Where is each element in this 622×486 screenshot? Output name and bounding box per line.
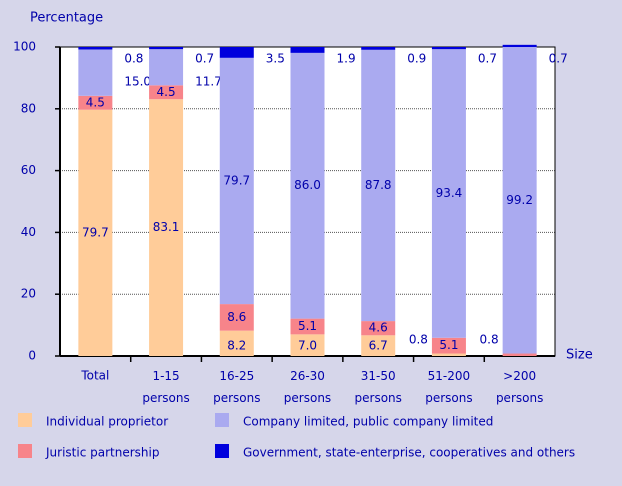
y-tick-label: 100 — [13, 40, 36, 54]
legend-swatch — [18, 444, 32, 458]
value-label: 79.7 — [223, 173, 250, 187]
bar-segment — [361, 47, 396, 50]
bar-segment — [502, 44, 537, 47]
value-label: 8.2 — [227, 339, 246, 353]
bar-segment — [78, 47, 113, 50]
value-label: 4.6 — [369, 321, 388, 335]
legend-label: Juristic partnership — [45, 446, 159, 460]
value-label: 1.9 — [337, 52, 356, 66]
value-label: 6.7 — [369, 339, 388, 353]
legend-swatch — [215, 444, 229, 458]
y-axis-label: Percentage — [30, 11, 103, 26]
value-label: 4.5 — [157, 85, 176, 99]
bar-segment — [219, 330, 254, 356]
x-tick-label: 26-30 persons — [284, 369, 331, 405]
value-label: 99.2 — [506, 193, 533, 207]
bar-segment — [290, 318, 325, 335]
bar-segment — [290, 47, 325, 53]
bar-segment — [361, 335, 396, 356]
bar-segment — [219, 47, 254, 58]
bar-segment — [290, 52, 325, 319]
x-axis-label: Size — [566, 348, 593, 363]
value-label: 87.8 — [365, 178, 392, 192]
x-tick-label: 1-15 persons — [142, 369, 189, 405]
y-tick-label: 20 — [21, 287, 36, 301]
value-label: 0.7 — [195, 52, 214, 66]
value-label: 7.0 — [298, 339, 317, 353]
bar-segment — [502, 353, 537, 356]
value-label: 0.8 — [480, 333, 499, 347]
bar-segment — [431, 337, 466, 354]
bar-segment — [361, 321, 396, 336]
y-tick-label: 40 — [21, 225, 36, 239]
y-tick-label: 80 — [21, 101, 36, 115]
x-tick-label: >200 persons — [496, 369, 543, 405]
bar-segment — [149, 99, 184, 356]
x-tick-label: Total — [80, 369, 109, 383]
legend-swatch — [215, 413, 229, 427]
bar-segment — [361, 49, 396, 322]
value-label: 4.5 — [86, 95, 105, 109]
x-tick-label: 51-200 persons — [425, 369, 472, 405]
bar-segment — [290, 334, 325, 356]
value-label: 83.1 — [153, 220, 180, 234]
value-label: 15.0 — [124, 75, 151, 89]
value-label: 8.6 — [227, 310, 246, 324]
bar-segment — [431, 353, 466, 356]
bar-segment — [78, 49, 113, 96]
x-tick-label: 31-50 persons — [355, 369, 402, 405]
value-label: 3.5 — [266, 52, 285, 66]
value-label: 5.1 — [298, 319, 317, 333]
bar-segment — [431, 49, 466, 338]
bar-segment — [219, 304, 254, 331]
legend-swatch — [18, 413, 32, 427]
bar-segment — [149, 47, 184, 50]
bar-segment — [149, 85, 184, 100]
value-label: 93.4 — [436, 186, 463, 200]
bar-segment — [431, 47, 466, 50]
legend-label: Individual proprietor — [46, 415, 168, 429]
legend-label: Government, state-enterprise, cooperativ… — [243, 446, 575, 460]
y-tick-label: 0 — [28, 349, 36, 363]
bar-segment — [502, 47, 537, 354]
value-label: 0.9 — [407, 52, 426, 66]
bar-segment — [149, 49, 184, 86]
value-label: 79.7 — [82, 225, 109, 239]
value-label: 11.7 — [195, 75, 222, 89]
value-label: 86.0 — [294, 178, 321, 192]
bar-segment — [78, 95, 113, 110]
value-label: 0.7 — [478, 52, 497, 66]
x-tick-label: 16-25 persons — [213, 369, 260, 405]
value-label: 0.7 — [549, 52, 568, 66]
value-label: 0.8 — [124, 52, 143, 66]
value-label: 0.8 — [409, 333, 428, 347]
legend-label: Company limited, public company limited — [243, 415, 493, 429]
value-label: 5.1 — [439, 338, 458, 352]
bar-segment — [78, 109, 113, 357]
bar-segment — [219, 57, 254, 305]
y-tick-label: 60 — [21, 163, 36, 177]
